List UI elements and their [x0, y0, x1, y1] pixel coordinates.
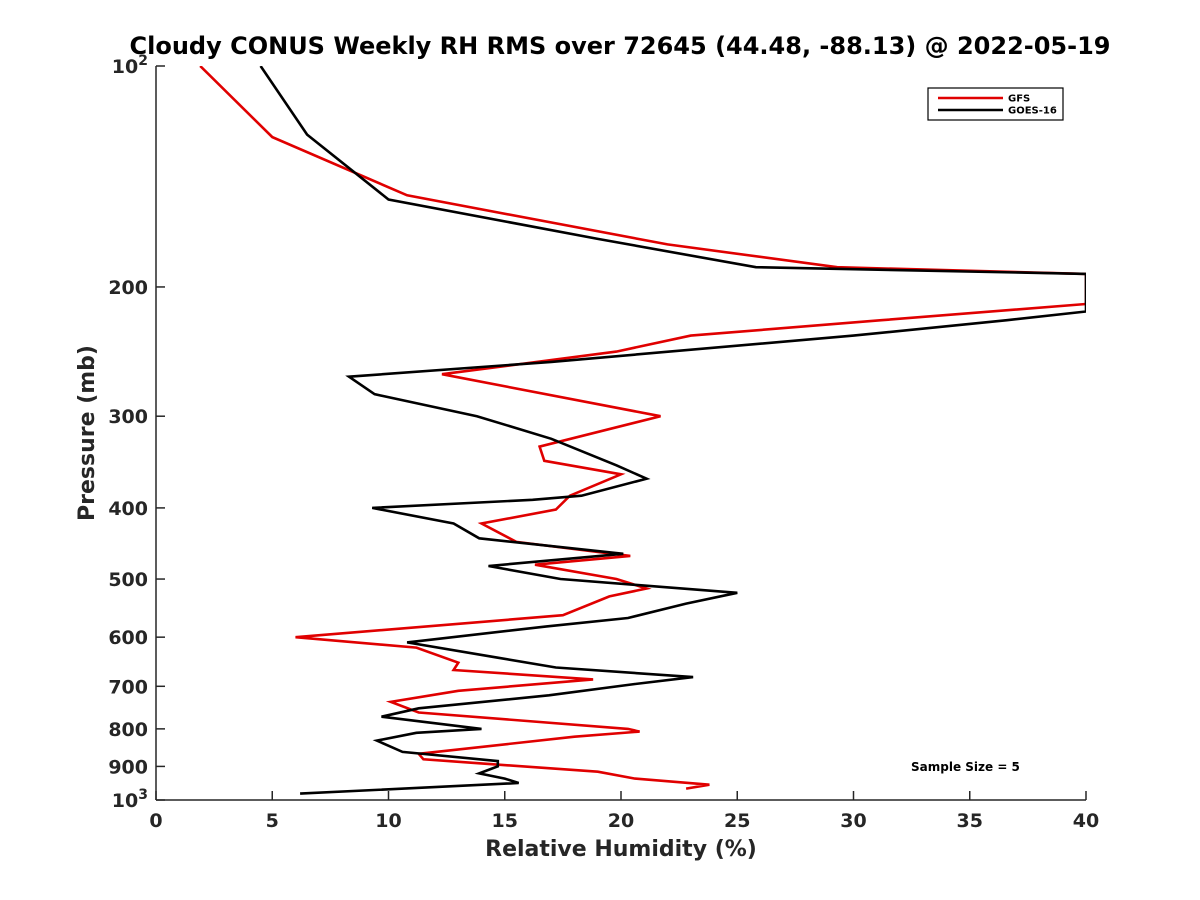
x-tick-label: 35: [957, 810, 983, 832]
x-tick-label: 30: [840, 810, 866, 832]
y-tick-label: 600: [108, 627, 148, 649]
series-line-goes-16: [259, 66, 1086, 795]
y-tick-label: 800: [108, 719, 148, 741]
x-tick-label: 15: [492, 810, 518, 832]
legend-label-goes-16: GOES-16: [1008, 106, 1057, 117]
y-tick-label: 700: [108, 676, 148, 698]
sample-size-annotation: Sample Size = 5: [911, 760, 1020, 774]
legend-label-gfs: GFS: [1008, 94, 1030, 105]
axes: 0 5 10 15 20 25 30 35 40 102 200 300 400 500 600 700 800…: [108, 53, 1099, 832]
y-tick-label: 900: [108, 756, 148, 778]
y-tick-label: 102: [112, 53, 148, 78]
x-tick-label: 5: [266, 810, 279, 832]
legend-box: [927, 87, 1064, 121]
series-lines: [199, 66, 1086, 795]
chart-title: Cloudy CONUS Weekly RH RMS over 72645 (4…: [130, 32, 1111, 60]
y-tick-label: 300: [108, 406, 148, 428]
x-tick-label: 0: [149, 810, 162, 832]
x-tick-label: 25: [724, 810, 750, 832]
y-tick-label: 200: [108, 277, 148, 299]
x-axis-label: Relative Humidity (%): [485, 837, 757, 862]
y-tick-label: 500: [108, 569, 148, 591]
y-axis-label: Pressure (mb): [75, 345, 100, 521]
x-tick-label: 10: [375, 810, 401, 832]
series-line-gfs: [199, 66, 1086, 790]
y-tick-label: 400: [108, 498, 148, 520]
legend: GFS GOES-16: [927, 87, 1064, 121]
x-tick-label: 40: [1073, 810, 1099, 832]
x-tick-label: 20: [608, 810, 634, 832]
